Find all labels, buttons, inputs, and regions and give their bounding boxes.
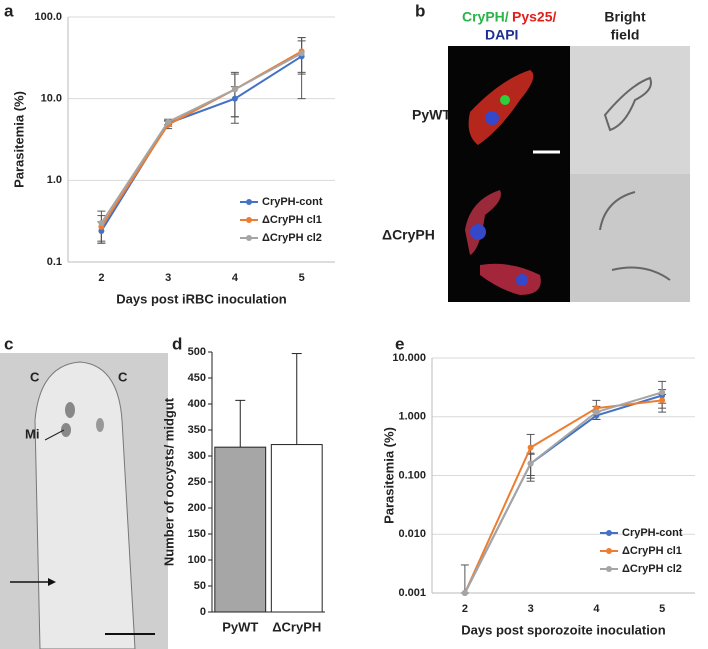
y-tick-label: 0.001 <box>398 587 426 599</box>
point <box>98 227 105 234</box>
point <box>231 86 238 93</box>
signal <box>500 95 510 105</box>
arrow-head <box>48 578 56 586</box>
y-tick-label: 500 <box>188 346 206 358</box>
bright-field-label: field <box>611 27 640 43</box>
x-tick-label: 3 <box>165 272 171 284</box>
y-tick-label: 0.100 <box>398 469 426 481</box>
x-tick-label: 4 <box>232 272 239 284</box>
panel-label: e <box>395 334 404 353</box>
row-label: PyWT <box>412 107 451 123</box>
y-tick-label: 100.0 <box>34 11 62 23</box>
organelle <box>96 418 104 432</box>
y-tick-label: 10.0 <box>41 93 62 105</box>
y-tick-label: 50 <box>194 580 206 592</box>
legend-label: CryPH-cont <box>262 196 323 208</box>
y-tick-label: 200 <box>188 502 206 514</box>
x-tick-label: 2 <box>98 272 104 284</box>
point <box>461 590 468 596</box>
organelle <box>65 402 75 418</box>
y-tick-label: 250 <box>188 476 206 488</box>
y-tick-label: 0 <box>200 606 206 618</box>
pointer <box>44 429 65 441</box>
legend-marker <box>246 199 252 205</box>
y-tick-label: 0.010 <box>398 528 426 540</box>
x-axis-label: Days post iRBC inoculation <box>116 291 287 306</box>
point <box>165 118 172 125</box>
stain-label: Pys25/ <box>512 9 556 25</box>
y-tick-label: 150 <box>188 528 206 540</box>
organelle <box>61 423 71 437</box>
y-axis-label: Parasitemia (%) <box>381 427 396 524</box>
y-tick-label: 300 <box>188 450 206 462</box>
y-axis-label: Parasitemia (%) <box>11 91 26 188</box>
y-axis-label: Number of oocysts/ midgut <box>161 397 176 566</box>
legend-label: ΔCryPH cl2 <box>622 563 682 575</box>
y-tick-label: 1.0 <box>47 174 62 186</box>
legend-marker <box>246 217 252 223</box>
bar <box>214 446 267 613</box>
nucleus <box>516 274 528 286</box>
legend-label: ΔCryPH cl1 <box>622 545 682 557</box>
em-label: C <box>30 369 40 384</box>
parasite <box>480 263 541 295</box>
x-tick-label: 4 <box>593 603 600 615</box>
point <box>527 444 534 451</box>
x-tick-label: ΔCryPH <box>272 619 321 634</box>
x-tick-label: PyWT <box>222 619 258 634</box>
panel-label: c <box>4 334 13 353</box>
series-line <box>463 399 663 594</box>
x-tick-label: 5 <box>299 272 305 284</box>
y-tick-label: 10.000 <box>392 352 426 364</box>
y-tick-label: 0.1 <box>47 256 62 268</box>
parasite-outline <box>599 191 671 281</box>
series-line <box>463 391 663 594</box>
x-tick-label: 3 <box>528 603 534 615</box>
legend-marker <box>606 566 612 572</box>
point <box>298 50 305 57</box>
legend-label: ΔCryPH cl1 <box>262 214 322 226</box>
x-tick-label: 5 <box>659 603 665 615</box>
y-tick-label: 350 <box>188 424 206 436</box>
em-label: C <box>118 369 128 384</box>
bright-field-image <box>570 174 690 302</box>
point <box>98 220 105 227</box>
row-label: ΔCryPH <box>382 227 435 243</box>
bar <box>270 444 323 613</box>
stain-label: CryPH/ <box>462 9 509 25</box>
legend-label: ΔCryPH cl2 <box>262 232 322 244</box>
parasite-outline <box>603 76 652 132</box>
micrograph-c: C C Mi <box>0 353 168 649</box>
nucleus <box>470 224 486 240</box>
x-axis-label: Days post sporozoite inoculation <box>461 622 665 637</box>
point <box>593 409 600 416</box>
y-tick-label: 1.000 <box>398 411 426 423</box>
parasite <box>468 70 534 145</box>
point <box>659 397 666 404</box>
micrograph-b: CryPH/ Pys25/ DAPI Bright field PyWT ΔCr… <box>382 9 690 302</box>
panel-label: d <box>172 334 182 353</box>
point <box>659 389 666 396</box>
legend-marker <box>606 530 612 536</box>
y-tick-label: 100 <box>188 554 206 566</box>
y-tick-label: 450 <box>188 372 206 384</box>
y-tick-label: 400 <box>188 398 206 410</box>
series-line <box>100 52 303 224</box>
panel-label: b <box>415 1 425 20</box>
cell <box>34 361 136 649</box>
em-label: Mi <box>25 426 39 441</box>
point <box>527 460 534 467</box>
point <box>231 95 238 102</box>
x-tick-label: 2 <box>462 603 468 615</box>
nucleus <box>485 111 499 125</box>
stain-label: DAPI <box>485 27 518 43</box>
panel-label: a <box>4 1 14 20</box>
legend-marker <box>606 548 612 554</box>
bright-field-label: Bright <box>604 9 646 25</box>
legend-marker <box>246 235 252 241</box>
legend-label: CryPH-cont <box>622 527 683 539</box>
